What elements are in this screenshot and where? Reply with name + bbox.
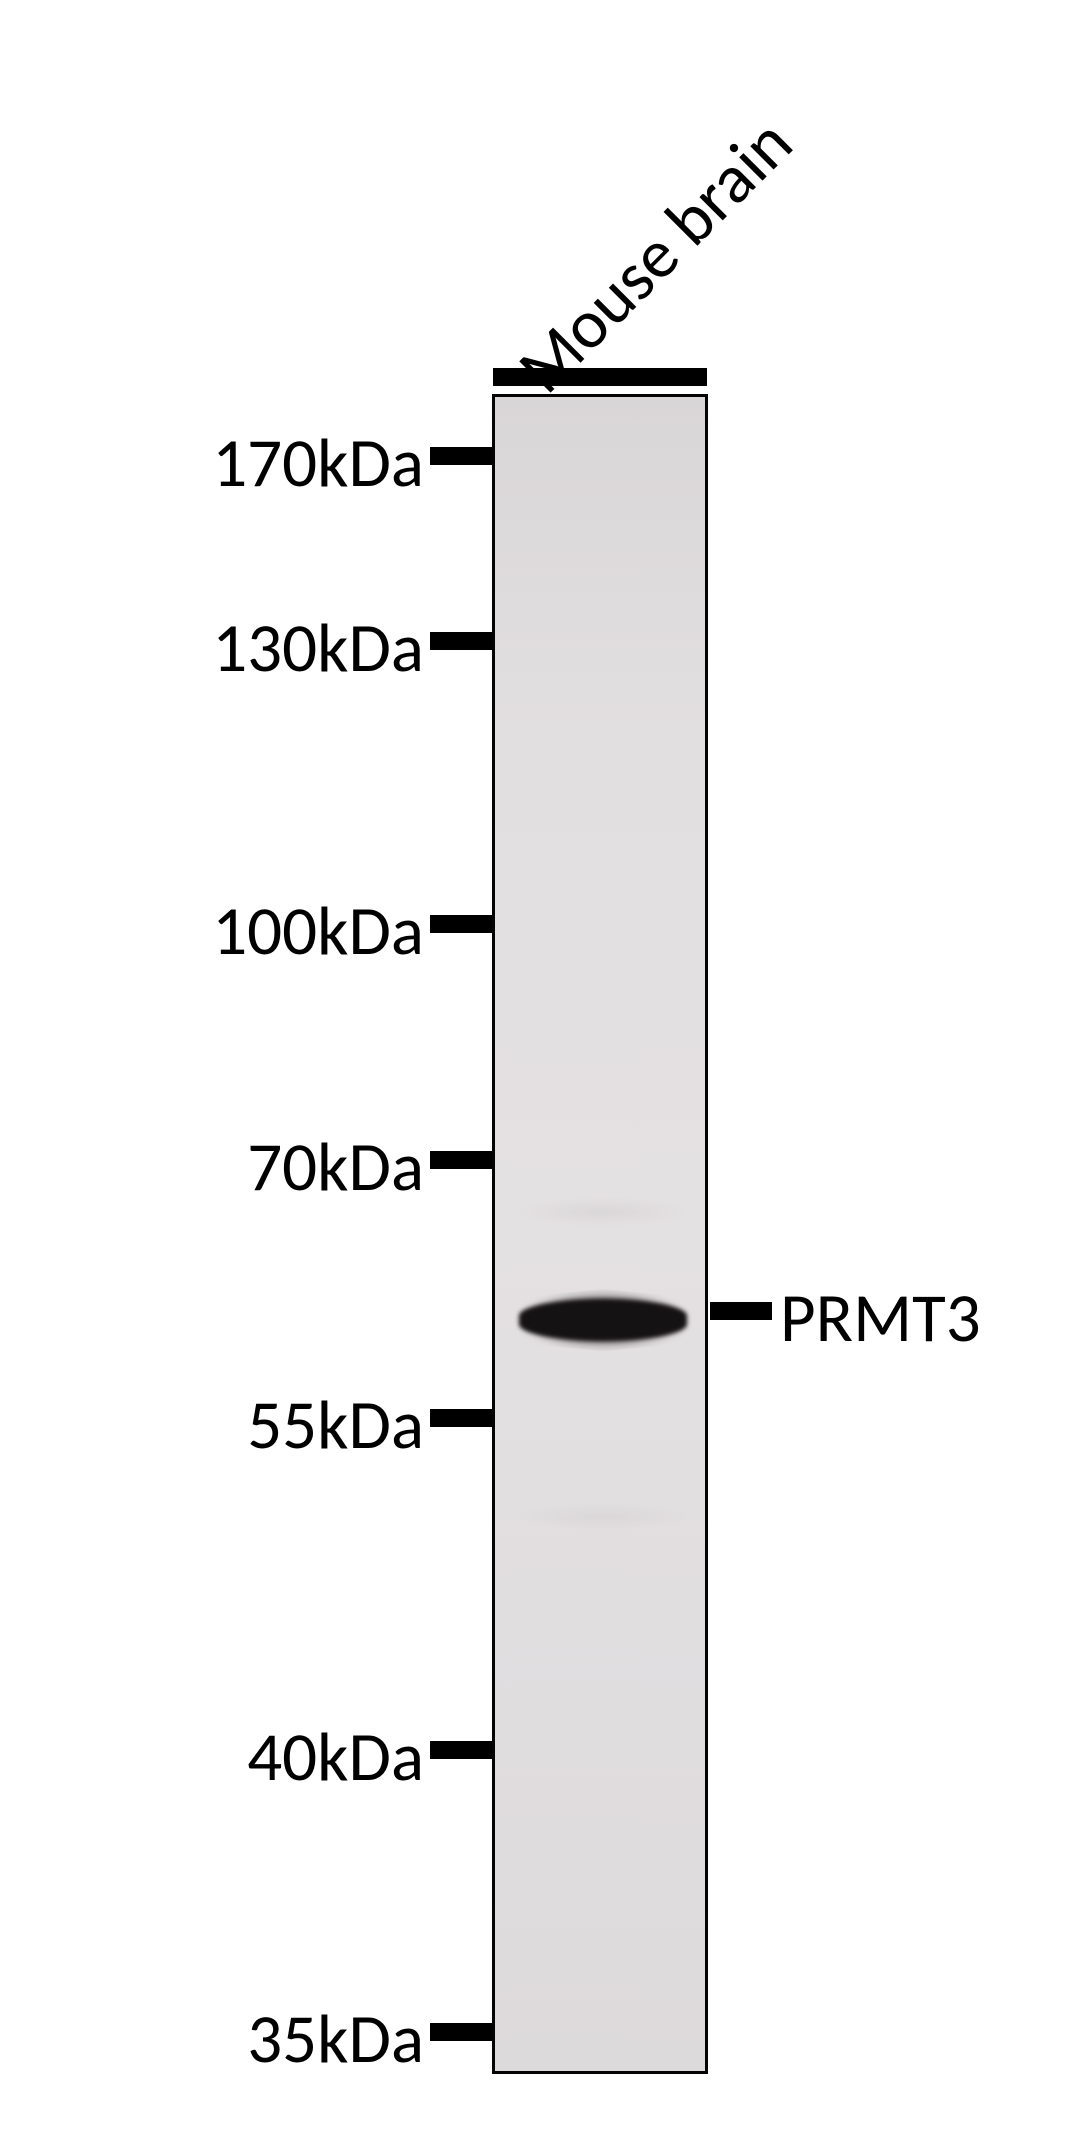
- marker-tick: [430, 1741, 492, 1759]
- marker-label: 130kDa: [212, 605, 424, 690]
- marker-tick: [430, 447, 492, 465]
- marker-tick: [430, 632, 492, 650]
- main-band-core: [519, 1299, 687, 1341]
- lane-underline: [493, 368, 707, 386]
- marker-label: 100kDa: [212, 888, 424, 973]
- marker-tick: [430, 915, 492, 933]
- band-tick-prmt3: [710, 1302, 772, 1320]
- faint-band: [515, 1503, 691, 1531]
- lane-label: Mouse brain: [500, 101, 809, 410]
- marker-label: 55kDa: [247, 1382, 424, 1467]
- marker-tick: [430, 1409, 492, 1427]
- marker-label: 40kDa: [247, 1714, 424, 1799]
- marker-label: 70kDa: [247, 1124, 424, 1209]
- blot-lane: [492, 394, 708, 2074]
- band-label-prmt3: PRMT3: [780, 1275, 981, 1360]
- marker-label: 35kDa: [247, 1996, 424, 2081]
- marker-label: 170kDa: [212, 420, 424, 505]
- marker-tick: [430, 1151, 492, 1169]
- western-blot-figure: Mouse brain 170kDa 130kDa 100kDa 70kDa 5…: [0, 0, 1080, 2136]
- marker-tick: [430, 2023, 492, 2041]
- faint-band: [515, 1197, 691, 1227]
